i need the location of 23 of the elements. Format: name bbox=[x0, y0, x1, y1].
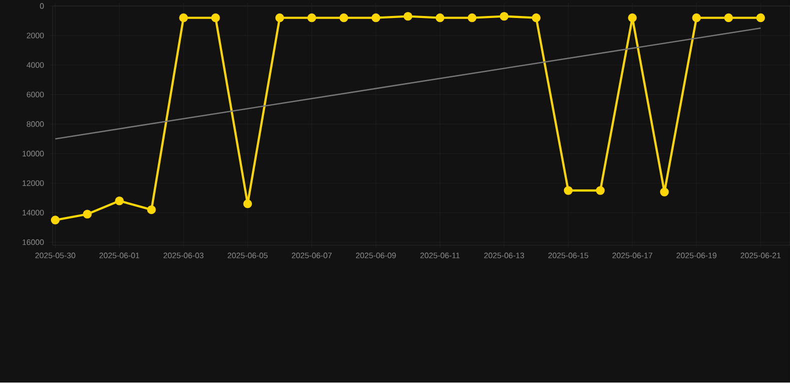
point bbox=[275, 14, 284, 22]
point bbox=[596, 186, 605, 196]
point bbox=[339, 14, 348, 22]
point bbox=[179, 14, 188, 22]
point bbox=[532, 14, 541, 22]
point bbox=[115, 196, 124, 206]
point bbox=[372, 14, 380, 22]
point bbox=[147, 206, 156, 214]
point bbox=[82, 210, 92, 219]
point bbox=[404, 12, 412, 21]
point bbox=[628, 14, 637, 22]
point bbox=[500, 12, 508, 21]
point bbox=[756, 14, 765, 22]
point bbox=[307, 14, 316, 22]
point bbox=[468, 14, 476, 22]
point bbox=[211, 14, 220, 22]
point bbox=[564, 186, 573, 196]
point bbox=[724, 14, 733, 22]
point bbox=[243, 200, 252, 208]
point bbox=[436, 14, 444, 22]
point bbox=[50, 216, 60, 225]
point bbox=[692, 14, 701, 22]
point bbox=[660, 188, 669, 197]
